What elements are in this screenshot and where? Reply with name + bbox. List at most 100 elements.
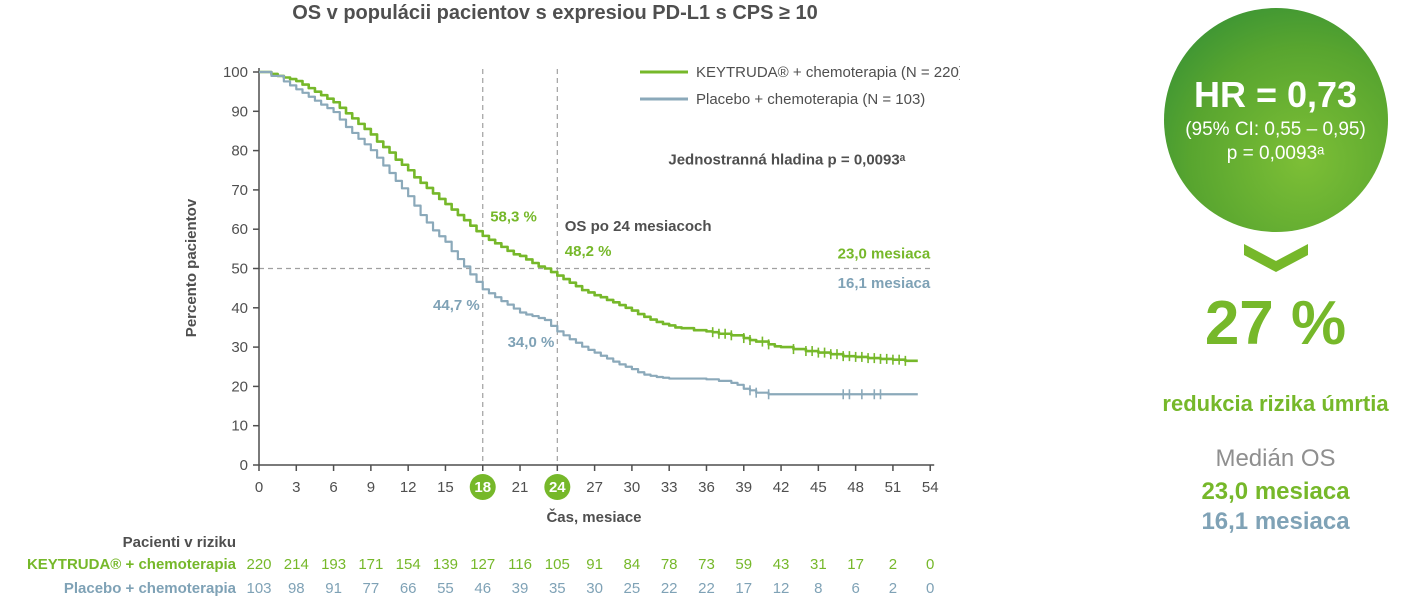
annotation: 48,2 %: [565, 243, 612, 260]
y-tick-label: 10: [231, 418, 248, 435]
y-tick-label: 0: [240, 457, 248, 474]
x-tick-label: 48: [847, 479, 864, 496]
risk-table-value: 17: [847, 556, 864, 573]
risk-table-value: 6: [851, 580, 859, 597]
risk-table-value: 12: [773, 580, 790, 597]
risk-table-value: 8: [814, 580, 822, 597]
y-tick-label: 60: [231, 221, 248, 238]
y-tick-label: 40: [231, 300, 248, 317]
x-tick-label: 42: [773, 479, 790, 496]
hr-value: HR = 0,73: [1193, 73, 1358, 115]
risk-table-value: 2: [889, 556, 897, 573]
hr-p-value: p = 0,0093ᵃ: [1226, 143, 1325, 165]
risk-reduction-label: redukcia rizika úmrtia: [1162, 391, 1389, 416]
y-tick-label: 50: [231, 261, 248, 278]
risk-table-value: 30: [586, 580, 603, 597]
x-tick-label: 6: [329, 479, 337, 496]
risk-table-value: 77: [363, 580, 380, 597]
x-tick-label: 24: [549, 479, 566, 496]
x-tick-label: 3: [292, 479, 300, 496]
x-tick-label: 54: [922, 479, 939, 496]
y-tick-label: 70: [231, 182, 248, 199]
median-os-placebo: 16,1 mesiaca: [1201, 508, 1350, 535]
y-tick-label: 100: [223, 64, 248, 81]
risk-table-value: 46: [474, 580, 491, 597]
hr-confidence-interval: (95% CI: 0,55 – 0,95): [1185, 119, 1366, 141]
risk-table-value: 0: [926, 580, 934, 597]
risk-table-value: 22: [661, 580, 678, 597]
y-axis-title: Percento pacientov: [183, 198, 200, 337]
x-tick-label: 27: [586, 479, 603, 496]
risk-table-value: 2: [889, 580, 897, 597]
risk-table-value: 35: [549, 580, 566, 597]
chart-title: OS v populácii pacientov s expresiou PD-…: [292, 2, 818, 24]
annotation: 16,1 mesiaca: [838, 275, 931, 292]
x-tick-label: 0: [255, 479, 263, 496]
hr-circle: HR = 0,73 (95% CI: 0,55 – 0,95) p = 0,00…: [1163, 8, 1388, 232]
risk-table-value: 139: [433, 556, 458, 573]
annotation: 23,0 mesiaca: [838, 246, 931, 263]
km-curve-keytruda: [259, 70, 918, 363]
risk-table-value: 22: [698, 580, 715, 597]
median-os-label: Medián OS: [1215, 445, 1336, 472]
risk-table-value: 220: [246, 556, 271, 573]
risk-table-value: 78: [661, 556, 678, 573]
annotation: 44,7 %: [433, 297, 480, 314]
risk-table-value: 25: [624, 580, 641, 597]
x-tick-label: 21: [512, 479, 529, 496]
x-tick-label: 39: [735, 479, 752, 496]
risk-table-value: 59: [735, 556, 752, 573]
y-tick-label: 20: [231, 378, 248, 395]
km-curve-placebo: [259, 70, 918, 396]
risk-table-value: 127: [470, 556, 495, 573]
x-tick-label: 9: [367, 479, 375, 496]
risk-table-value: 193: [321, 556, 346, 573]
risk-table-value: 39: [512, 580, 529, 597]
x-tick-label: 15: [437, 479, 454, 496]
x-tick-highlight: [469, 474, 496, 500]
risk-table-value: 0: [926, 556, 934, 573]
x-tick-label: 45: [810, 479, 827, 496]
summary-panel: HR = 0,73 (95% CI: 0,55 – 0,95) p = 0,00…: [1148, 0, 1403, 536]
risk-table-value: 91: [325, 580, 342, 597]
annotation: Jednostranná hladina p = 0,0093ᵃ: [668, 151, 905, 168]
legend-label: KEYTRUDA® + chemoterapia (N = 220): [696, 64, 960, 81]
risk-reduction-value: 27 %: [1204, 289, 1347, 358]
y-tick-label: 90: [231, 103, 248, 120]
risk-table-value: 103: [246, 580, 271, 597]
x-tick-label: 51: [885, 479, 902, 496]
x-tick-label: 36: [698, 479, 715, 496]
risk-table-value: 98: [288, 580, 305, 597]
y-tick-label: 30: [231, 339, 248, 356]
risk-table-value: 91: [586, 556, 603, 573]
risk-table-value: 214: [284, 556, 309, 573]
annotation: OS po 24 mesiacoch: [565, 218, 712, 235]
risk-table-value: 154: [396, 556, 421, 573]
risk-table-value: 66: [400, 580, 417, 597]
risk-table-value: 17: [735, 580, 752, 597]
risk-table-value: 84: [624, 556, 641, 573]
risk-table-row-label: Placebo + chemoterapia: [64, 580, 237, 597]
risk-table-value: 73: [698, 556, 715, 573]
x-tick-label: 12: [400, 479, 417, 496]
x-tick-highlight: [544, 474, 571, 500]
median-os-keytruda: 23,0 mesiaca: [1201, 478, 1350, 505]
risk-table-header: Pacienti v riziku: [123, 534, 236, 551]
x-tick-label: 18: [474, 479, 491, 496]
chevron-down-icon: [1243, 244, 1308, 272]
legend-label: Placebo + chemoterapia (N = 103): [696, 91, 925, 108]
risk-table-value: 31: [810, 556, 827, 573]
risk-table-value: 171: [358, 556, 383, 573]
risk-table-value: 116: [508, 556, 532, 573]
annotation: 58,3 %: [490, 208, 537, 225]
risk-table-value: 105: [545, 556, 570, 573]
x-axis-title: Čas, mesiace: [546, 508, 641, 526]
risk-table-value: 55: [437, 580, 454, 597]
risk-table-row-label: KEYTRUDA® + chemoterapia: [27, 556, 237, 573]
x-tick-label: 30: [624, 479, 641, 496]
x-tick-label: 33: [661, 479, 678, 496]
y-tick-label: 80: [231, 143, 248, 160]
annotation: 34,0 %: [508, 334, 555, 351]
